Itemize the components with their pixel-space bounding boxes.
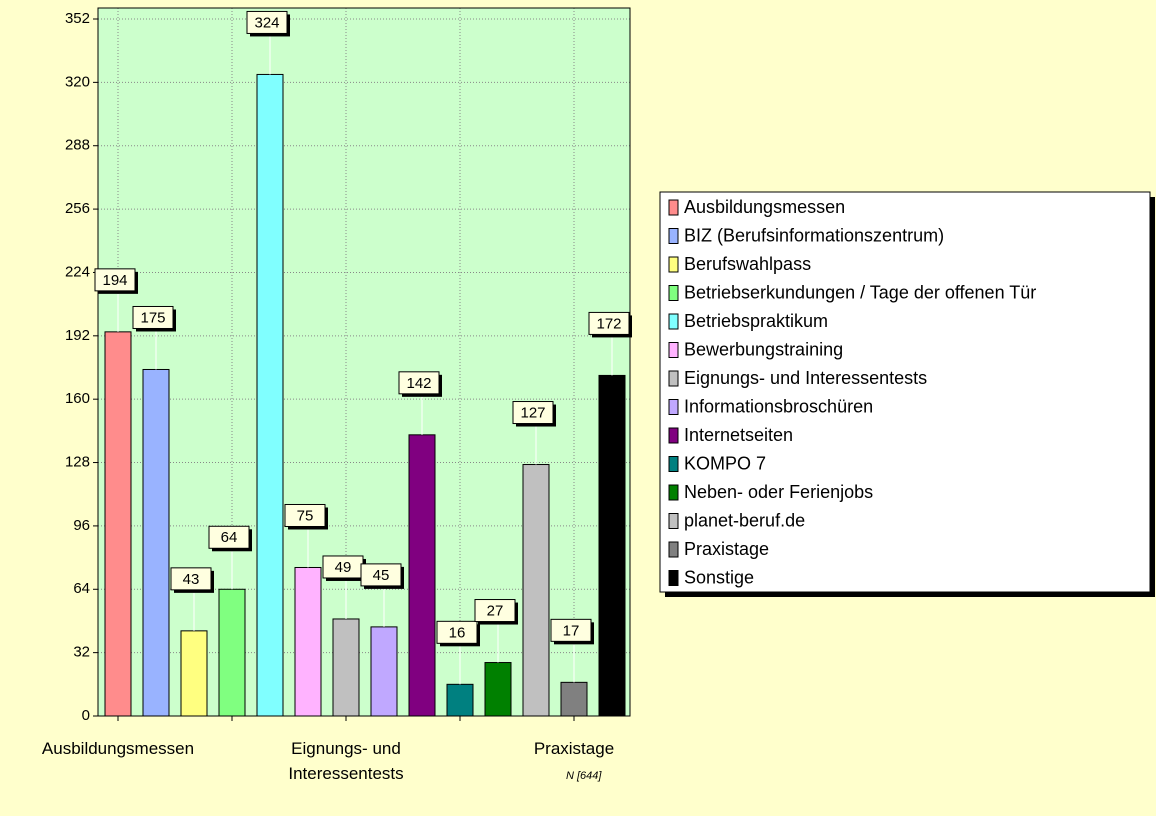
data-label: 17: [563, 622, 580, 639]
y-tick-label: 64: [73, 580, 90, 597]
bar: [598, 374, 626, 717]
bar: [370, 626, 398, 717]
label-box: [512, 401, 554, 425]
legend-swatch: [668, 427, 679, 444]
legend-label: Internetseiten: [684, 425, 793, 445]
annotation: N [644]: [566, 770, 602, 782]
legend-label: Berufswahlpass: [684, 254, 811, 274]
label-box: [284, 503, 326, 527]
label-box: [94, 268, 136, 292]
legend-label: planet-beruf.de: [684, 510, 805, 530]
y-tick-label: 0: [82, 707, 90, 724]
data-label: 75: [297, 507, 314, 524]
bar: [218, 588, 246, 717]
x-tick-label: Ausbildungsmessen: [41, 739, 195, 758]
bar: [446, 683, 474, 717]
legend-swatch: [668, 342, 679, 358]
y-tick-label: 160: [65, 390, 90, 407]
data-label: 49: [335, 559, 352, 576]
legend-label: Neben- oder Ferienjobs: [684, 482, 873, 502]
label-box: [170, 567, 212, 591]
y-tick-label: 96: [73, 517, 90, 534]
legend-label: BIZ (Berufsinformationszentrum): [684, 225, 944, 245]
plot-frame: [97, 7, 631, 717]
y-tick-label: 256: [65, 200, 90, 217]
bar: [560, 681, 588, 717]
label-box: [550, 618, 592, 642]
data-label: 16: [449, 624, 466, 641]
legend-swatch: [668, 285, 679, 301]
x-tick-label: Eignungs- und Interessentests: [288, 739, 404, 783]
legend-label: KOMPO 7: [684, 453, 766, 473]
data-label: 45: [373, 567, 390, 584]
label-box: [436, 620, 478, 644]
legend-label: Sonstige: [684, 567, 754, 587]
y-tick-label: 352: [65, 10, 90, 27]
legend-swatch: [668, 199, 679, 216]
y-tick-label: 32: [73, 644, 90, 661]
legend-swatch: [668, 228, 679, 244]
legend-label: Bewerbungstraining: [684, 339, 843, 359]
label-box: [474, 599, 516, 623]
legend-swatch: [668, 484, 679, 501]
legend-swatch: [668, 313, 679, 330]
data-label: 194: [102, 272, 127, 289]
y-tick-label: 192: [65, 327, 90, 344]
legend-label: Betriebserkundungen / Tage der offenen T…: [684, 282, 1036, 302]
legend-label: Praxistage: [684, 539, 769, 559]
y-tick-label: 288: [65, 137, 90, 154]
label-box: [588, 311, 630, 335]
legend-label: Eignungs- und Interessentests: [684, 368, 927, 388]
legend-swatch: [668, 456, 679, 472]
bar: [408, 434, 436, 717]
legend: [659, 191, 1151, 593]
bar: [294, 566, 322, 717]
legend-swatch: [668, 513, 679, 529]
data-label: 127: [520, 404, 545, 421]
label-box: [398, 371, 440, 395]
legend-swatch: [668, 541, 679, 558]
legend-swatch: [668, 570, 679, 586]
data-label: 172: [596, 315, 621, 332]
legend-swatch: [668, 399, 679, 415]
bar: [180, 630, 208, 717]
data-label: 64: [221, 529, 238, 546]
bar: [104, 331, 132, 717]
y-tick-label: 224: [65, 263, 90, 280]
legend-swatch: [668, 370, 679, 387]
bar: [256, 73, 284, 717]
data-label: 27: [487, 603, 504, 620]
label-box: [246, 10, 288, 34]
bar: [484, 662, 512, 717]
y-tick-label: 128: [65, 454, 90, 471]
plot-area: [98, 8, 630, 716]
label-box: [208, 525, 250, 549]
legend-label: Betriebspraktikum: [684, 311, 828, 331]
data-label: 324: [254, 14, 279, 31]
legend-label: Informationsbroschüren: [684, 396, 873, 416]
bar: [332, 618, 360, 717]
data-label: 175: [140, 309, 165, 326]
label-box: [360, 563, 402, 587]
y-tick-label: 320: [65, 73, 90, 90]
bar: [522, 464, 550, 717]
legend-swatch: [668, 256, 679, 273]
x-tick-label: Praxistage: [533, 739, 615, 758]
data-label: 43: [183, 571, 200, 588]
bar: [142, 368, 170, 717]
legend-label: Ausbildungsmessen: [684, 197, 845, 217]
label-box: [132, 305, 174, 329]
data-label: 142: [406, 375, 431, 392]
